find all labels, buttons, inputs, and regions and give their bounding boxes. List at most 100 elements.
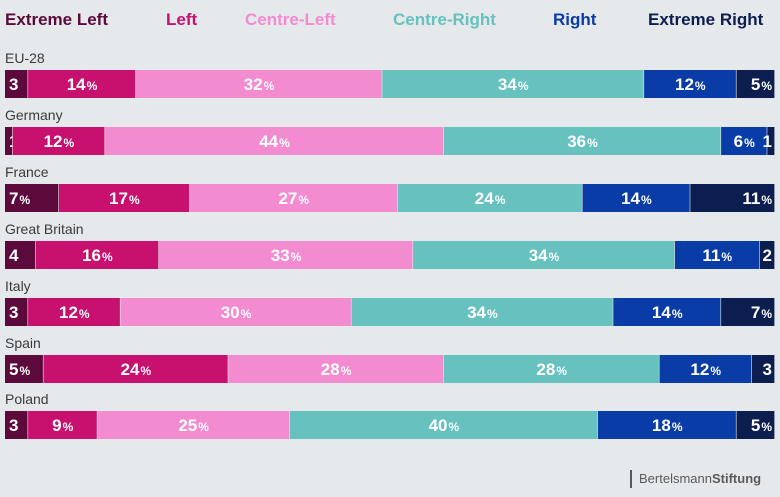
bar-segment bbox=[28, 70, 136, 98]
data-label: 34% bbox=[529, 246, 560, 265]
legend-extreme-right: Extreme Right bbox=[648, 10, 764, 29]
legend-right: Right bbox=[553, 10, 597, 29]
bar-segment bbox=[413, 241, 675, 269]
data-label: 5% bbox=[751, 75, 772, 94]
bar-segment bbox=[135, 70, 382, 98]
legend-extreme-left: Extreme Left bbox=[5, 10, 108, 29]
bar-segment bbox=[28, 411, 97, 439]
bar-segment bbox=[43, 355, 228, 383]
data-label: 9% bbox=[52, 416, 73, 435]
brand-regular: Bertelsmann bbox=[639, 471, 712, 486]
data-label: 3 bbox=[9, 75, 18, 94]
bar-segment bbox=[28, 298, 120, 326]
country-label: Spain bbox=[5, 335, 41, 351]
bar-segment bbox=[58, 184, 190, 212]
bar-segment bbox=[12, 127, 105, 155]
data-label: 28% bbox=[536, 360, 567, 379]
bar-segment bbox=[5, 127, 13, 155]
country-label: France bbox=[5, 164, 49, 180]
data-label: 11% bbox=[742, 189, 772, 208]
bar-segment bbox=[189, 184, 398, 212]
data-label: 34% bbox=[467, 303, 498, 322]
bar-segment bbox=[105, 127, 444, 155]
bar-segment bbox=[659, 355, 752, 383]
brand-bold: Stiftung bbox=[711, 471, 762, 486]
bar-segment bbox=[721, 127, 767, 155]
bar-segment bbox=[97, 411, 290, 439]
data-label: 16% bbox=[82, 246, 113, 265]
data-label: 7% bbox=[9, 189, 30, 208]
bar-segment bbox=[35, 241, 159, 269]
data-label: 12% bbox=[690, 360, 721, 379]
bar-segment bbox=[5, 70, 28, 98]
bar-segment bbox=[736, 411, 775, 439]
data-label: 5% bbox=[751, 416, 772, 435]
data-label: 34% bbox=[498, 75, 529, 94]
data-label: 44% bbox=[259, 132, 290, 151]
data-label: 3 bbox=[763, 360, 772, 379]
bar-segment bbox=[443, 355, 659, 383]
data-label: 25% bbox=[178, 416, 209, 435]
bar-segment bbox=[443, 127, 721, 155]
brand-logo: BertelsmannStiftung bbox=[630, 470, 761, 488]
data-label: 11% bbox=[702, 246, 732, 265]
bar-segment bbox=[159, 241, 413, 269]
bar-segment bbox=[613, 298, 721, 326]
data-label: 36% bbox=[567, 132, 598, 151]
data-label: 3 bbox=[9, 416, 18, 435]
data-label: 24% bbox=[475, 189, 506, 208]
bar-segment bbox=[289, 411, 598, 439]
bar-segment bbox=[582, 184, 690, 212]
country-label: Italy bbox=[5, 278, 31, 294]
data-label: 30% bbox=[221, 303, 252, 322]
bar-segment bbox=[644, 70, 736, 98]
data-label: 12% bbox=[44, 132, 75, 151]
bar-segment bbox=[228, 355, 444, 383]
data-label: 28% bbox=[321, 360, 352, 379]
bar-segment bbox=[674, 241, 759, 269]
country-label: Poland bbox=[5, 391, 49, 407]
data-label: 12% bbox=[675, 75, 706, 94]
data-label: 14% bbox=[621, 189, 652, 208]
data-label: 33% bbox=[271, 246, 302, 265]
bar-segment bbox=[5, 411, 28, 439]
data-label: 24% bbox=[121, 360, 152, 379]
data-label: 17% bbox=[109, 189, 140, 208]
country-label: EU-28 bbox=[5, 50, 45, 66]
data-label: 7% bbox=[751, 303, 772, 322]
country-label: Great Britain bbox=[5, 221, 84, 237]
legend-centre-right: Centre-Right bbox=[393, 10, 496, 29]
data-label: 4 bbox=[9, 246, 19, 265]
data-label: 27% bbox=[278, 189, 309, 208]
bar-segment bbox=[751, 355, 775, 383]
bar-segment bbox=[5, 184, 59, 212]
bar-segment bbox=[759, 241, 775, 269]
data-label: 18% bbox=[652, 416, 683, 435]
bar-segment bbox=[5, 355, 43, 383]
legend-left: Left bbox=[166, 10, 198, 29]
data-label: 5% bbox=[9, 360, 30, 379]
data-label: 14% bbox=[67, 75, 98, 94]
data-label: 32% bbox=[244, 75, 275, 94]
bar-segment bbox=[5, 298, 28, 326]
bar-segment bbox=[721, 298, 775, 326]
bar-segment bbox=[5, 241, 36, 269]
bar-segment bbox=[351, 298, 613, 326]
data-label: 6% bbox=[734, 132, 755, 151]
bar-segment bbox=[120, 298, 351, 326]
bar-segment bbox=[397, 184, 582, 212]
data-label: 3 bbox=[9, 303, 18, 322]
data-label: 14% bbox=[652, 303, 683, 322]
country-label: Germany bbox=[5, 107, 63, 123]
bar-segment bbox=[597, 411, 736, 439]
legend-centre-left: Centre-Left bbox=[245, 10, 336, 29]
data-label: 2 bbox=[763, 246, 772, 265]
bar-segment bbox=[690, 184, 775, 212]
data-label: 1 bbox=[763, 132, 772, 151]
bar-segment bbox=[382, 70, 644, 98]
data-label: 40% bbox=[429, 416, 460, 435]
data-label: 12% bbox=[59, 303, 90, 322]
bar-segment bbox=[736, 70, 775, 98]
bar-segment bbox=[767, 127, 775, 155]
